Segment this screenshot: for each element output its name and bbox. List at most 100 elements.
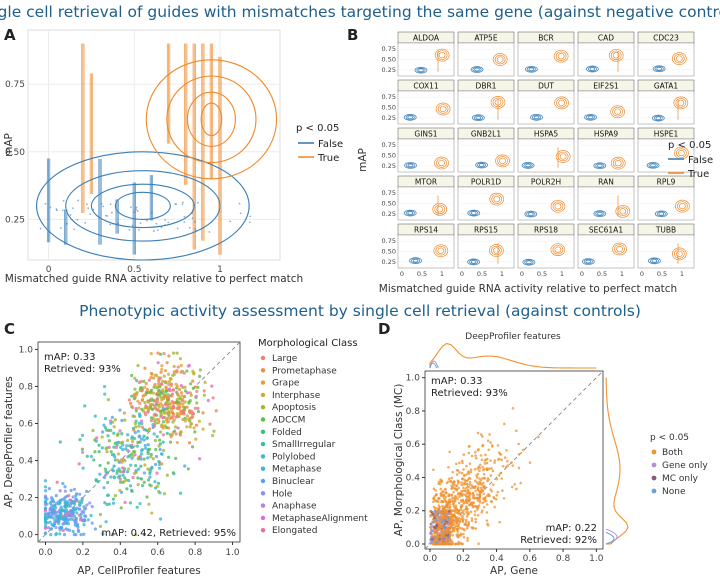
panel-c-point [189, 382, 193, 386]
legend-class-label: Large [272, 354, 298, 364]
panel-c-point [44, 489, 48, 493]
panel-d-point [465, 523, 468, 527]
panel-c-point [133, 431, 137, 435]
panel-c-point [43, 509, 48, 513]
panel-c-point [43, 531, 48, 535]
panel-c-point [179, 383, 183, 388]
facet-false-contour [473, 115, 483, 121]
panel-d-point [447, 512, 450, 515]
panel-c-point [103, 425, 108, 430]
facet-false-contour [407, 115, 413, 120]
panel-d-point [484, 453, 487, 457]
panel-d-point [450, 494, 453, 497]
panel-a-point [133, 211, 136, 214]
panel-c-point [211, 433, 215, 438]
panel-d-point [479, 454, 483, 457]
panel-c-point [171, 388, 176, 392]
panel-c-point [65, 512, 69, 516]
panel-c-point [138, 501, 142, 506]
legend-significance-swatch [651, 449, 657, 455]
panel-c-point [79, 532, 83, 537]
facet-false-contour [595, 211, 605, 217]
panel-c-point [112, 476, 117, 480]
panel-c-point [169, 382, 174, 386]
panel-d-point [447, 465, 450, 469]
panel-c-point [152, 376, 156, 380]
panel-c-point [193, 430, 197, 434]
panel-d-point [445, 481, 449, 485]
legend-class-label: Anaphase [272, 502, 317, 512]
panel-d-point [432, 468, 435, 472]
panel-d-point [468, 444, 471, 448]
panel-c-point [102, 486, 106, 490]
panel-c-point [153, 412, 157, 416]
panel-d-point [485, 511, 489, 514]
panel-d-point [537, 435, 540, 439]
panel-c-point [148, 483, 152, 487]
legend-significance-label: Gene only [662, 461, 708, 471]
panel-c-point [167, 387, 172, 391]
panel-d-point [468, 497, 472, 501]
panel-c-point [153, 480, 157, 484]
panel-c-point [43, 503, 48, 507]
facet-false-contour [586, 65, 599, 73]
panel-a-point [155, 222, 158, 225]
panel-c-point [136, 399, 140, 403]
panel-c-point [66, 522, 71, 526]
facet-strip-label: MTOR [415, 178, 437, 187]
panel-c-point [116, 432, 120, 436]
panel-d-point [472, 496, 475, 500]
panel-c-point [166, 402, 171, 407]
panel-c-point [138, 440, 142, 444]
facet-strip-label: CDC23 [653, 34, 679, 43]
panel-c-point [183, 405, 187, 410]
facet-false-contour [597, 163, 603, 168]
facet-strip-label: POLR2H [531, 178, 561, 187]
panel-d-point [450, 525, 453, 528]
panel-c-point [105, 450, 109, 454]
panel-c-y-ticks: 0.0 0.2 0.4 0.6 0.8 1.0 [19, 345, 38, 541]
facet-false-contour [593, 162, 607, 170]
panel-c-point [146, 478, 151, 482]
panel-d-y-label: AP, Morphological Class (MC) [393, 384, 405, 537]
panel-c-point [53, 518, 57, 522]
facet-true-contour [555, 51, 567, 61]
panel-c-point [107, 439, 111, 443]
panel-d-point [439, 487, 443, 491]
panel-c-point [133, 376, 137, 380]
panel-c-point [143, 463, 147, 467]
facet-false-contour [587, 66, 597, 72]
panel-d-point [477, 542, 480, 546]
panel-d-point [429, 513, 432, 517]
panel-d-point [480, 458, 484, 461]
panel-d-point [477, 486, 480, 489]
panel-d-chart: DeepProfiler features 0.0 0.2 0.4 0.6 0.8 1.0… [393, 332, 708, 577]
panel-d-point [477, 465, 480, 469]
panel-a-point [109, 203, 112, 206]
panel-d-point [437, 480, 441, 484]
panel-c-point [142, 393, 146, 397]
panel-c-point [212, 429, 216, 433]
facet-true-contour [616, 245, 623, 253]
facet-strip-label: BCR [538, 34, 553, 43]
panel-d-point [465, 491, 469, 495]
panel-c-point [75, 511, 79, 515]
facet-false-contour [587, 115, 594, 120]
panel-c-point [174, 415, 178, 419]
panel-c-point [61, 528, 65, 532]
facet-false-contour [472, 114, 485, 122]
panel-d-point [461, 461, 464, 465]
panel-c-point [123, 459, 127, 463]
panel-d-point [432, 500, 435, 504]
panel-d-point [482, 468, 485, 472]
panel-d-point [450, 476, 453, 480]
panel-c-point [148, 475, 152, 479]
panel-d-point [515, 487, 518, 491]
panel-c-point [165, 394, 169, 399]
panel-c-point [194, 437, 198, 441]
panel-d-x-tick: 0.8 [556, 554, 571, 564]
panel-c-point [109, 475, 113, 479]
panel-d-point [468, 477, 472, 481]
panel-b-legend-false-label: False [688, 155, 713, 166]
panel-d-point [517, 442, 521, 446]
